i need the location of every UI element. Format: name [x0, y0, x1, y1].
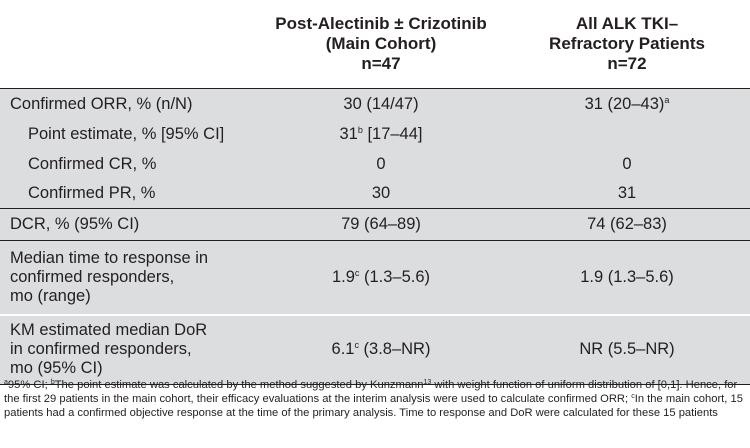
header-main-line-3: n=47 [361, 54, 401, 73]
footnote-b-text: The point estimate was calculated by the… [54, 379, 424, 391]
footnote-a-text: 95% CI; [7, 379, 51, 391]
footnote-marker: c [354, 267, 360, 278]
header-main-line-1: Post-Alectinib ± Crizotinib [275, 14, 487, 33]
cell-main-value: 6.1 [331, 340, 355, 359]
efficacy-table: Post-Alectinib ± Crizotinib (Main Cohort… [0, 0, 750, 385]
table-row: KM estimated median DoR in confirmed res… [0, 314, 750, 385]
cell-all: NR (5.5–NR) [504, 314, 750, 385]
footnote-c-text: In the main cohort, 15 patients had a co… [4, 393, 743, 419]
row-label-line-3: mo (95% CI) [10, 359, 103, 378]
table-header-row: Post-Alectinib ± Crizotinib (Main Cohort… [0, 0, 750, 89]
table-row: Confirmed CR, % 0 0 [0, 149, 750, 180]
row-label: Point estimate, % [95% CI] [0, 119, 258, 150]
cell-main-value: 31 [339, 125, 358, 143]
table-row: Median time to response in confirmed res… [0, 240, 750, 316]
cell-main-ci: (3.8–NR) [358, 340, 431, 359]
cell-main: 6.1c (3.8–NR) [258, 314, 504, 385]
header-all-line-1: All ALK TKI– [575, 14, 679, 33]
footnote-marker: a [664, 94, 670, 105]
cell-main-value: 1.9 [331, 267, 355, 286]
cell-main: 0 [258, 149, 504, 180]
row-label: Confirmed ORR, % (n/N) [0, 88, 258, 120]
footnote-marker-c: c [631, 393, 635, 400]
header-main-cohort: Post-Alectinib ± Crizotinib (Main Cohort… [258, 0, 504, 89]
footnote-marker: c [354, 340, 359, 351]
cell-main: 30 [258, 179, 504, 209]
table-row: Point estimate, % [95% CI] 31b [17–44] [0, 119, 750, 150]
header-all-line-2: Refractory Patients [549, 34, 705, 53]
row-label: Confirmed PR, % [0, 179, 258, 209]
row-label-line-2: confirmed responders, [10, 267, 175, 286]
table-row: DCR, % (95% CI) 79 (64–89) 74 (62–83) [0, 208, 750, 241]
header-all-alk: All ALK TKI– Refractory Patients n=72 [504, 0, 750, 89]
cell-main: 79 (64–89) [258, 208, 504, 241]
table-footnote: a95% CI; bThe point estimate was calcula… [4, 378, 746, 420]
cell-all-value: 31 (20–43) [584, 94, 665, 113]
table-row: Confirmed PR, % 30 31 [0, 179, 750, 209]
cell-all: 31 [504, 179, 750, 209]
row-label-line-1: KM estimated median DoR [10, 321, 208, 340]
row-label: Confirmed CR, % [0, 149, 258, 180]
row-label: KM estimated median DoR in confirmed res… [0, 314, 258, 385]
cell-all: 1.9 (1.3–5.6) [504, 240, 750, 316]
footnote-b-text-2: with weight function of uniform distribu… [4, 379, 738, 405]
cell-main-range: (1.3–5.6) [359, 267, 431, 286]
efficacy-table-container: Post-Alectinib ± Crizotinib (Main Cohort… [0, 0, 750, 385]
cell-all: 31 (20–43)a [504, 88, 750, 120]
row-label-line-1: Median time to response in [10, 248, 209, 267]
footnote-marker: b [357, 125, 363, 135]
reference-marker: 13 [423, 379, 432, 386]
table-row: Confirmed ORR, % (n/N) 30 (14/47) 31 (20… [0, 88, 750, 120]
cell-main: 31b [17–44] [258, 119, 504, 150]
footnote-marker-a: a [4, 379, 8, 386]
cell-main-ci: [17–44] [362, 125, 423, 143]
header-blank-cell [0, 0, 258, 89]
cell-main: 1.9c (1.3–5.6) [258, 240, 504, 316]
footnote-marker-b: b [50, 379, 55, 386]
row-label-line-3: mo (range) [10, 286, 91, 305]
cell-main: 30 (14/47) [258, 88, 504, 120]
row-label: DCR, % (95% CI) [0, 208, 258, 241]
cell-all: 0 [504, 149, 750, 180]
row-label: Median time to response in confirmed res… [0, 240, 258, 316]
header-main-line-2: (Main Cohort) [325, 34, 437, 53]
cell-all: 74 (62–83) [504, 208, 750, 241]
cell-all [504, 119, 750, 150]
header-all-line-3: n=72 [607, 54, 647, 73]
row-label-line-2: in confirmed responders, [10, 340, 192, 359]
